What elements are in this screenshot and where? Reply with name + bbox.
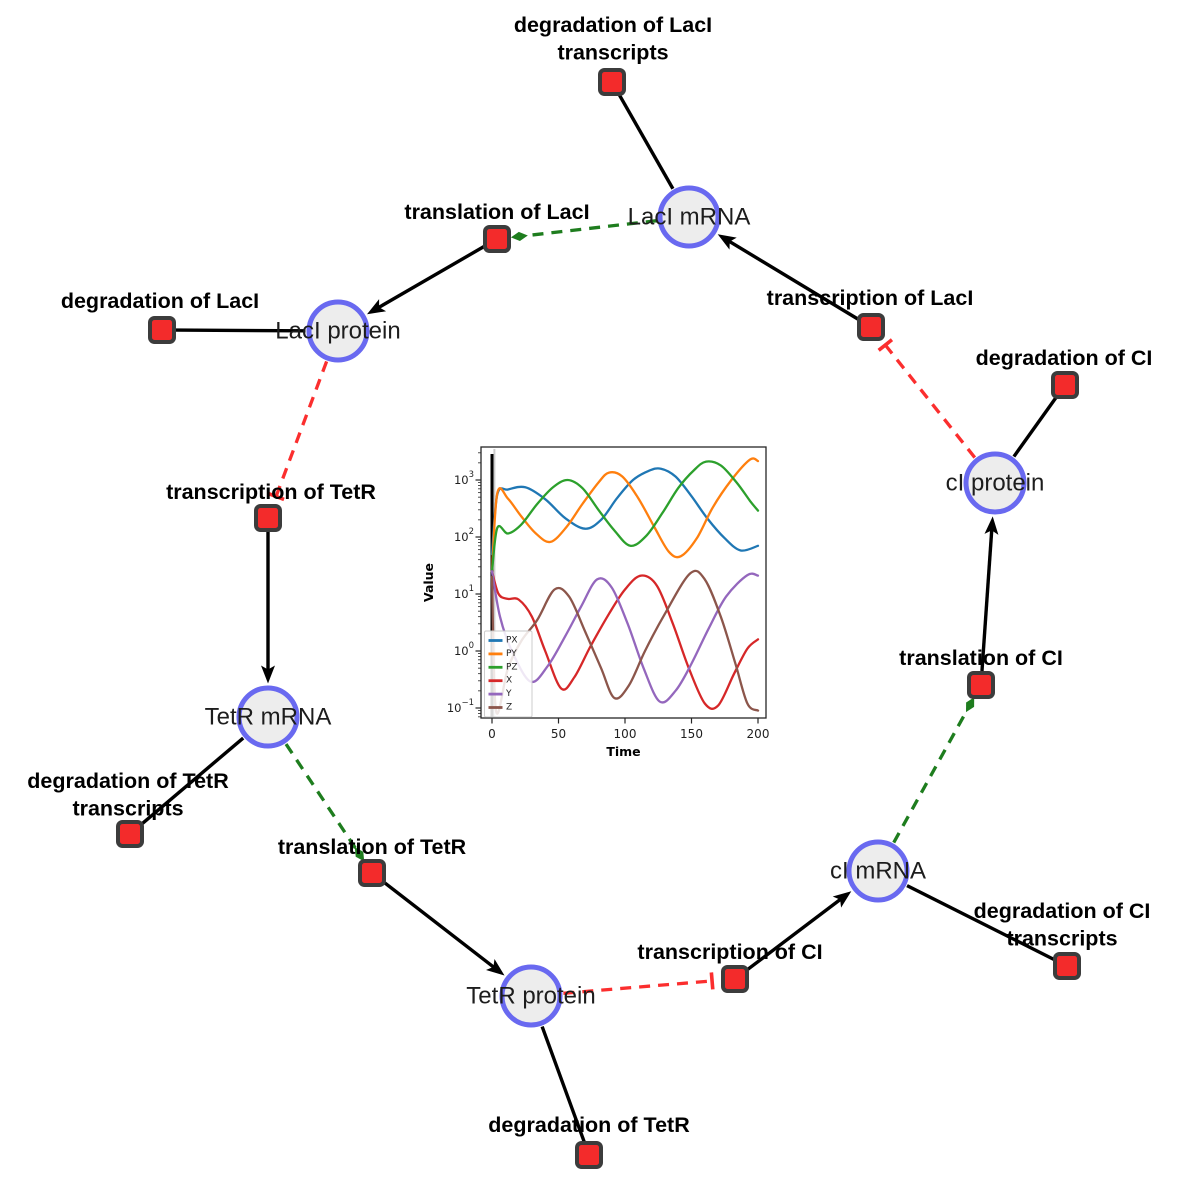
modifier-diamond-icon [510, 231, 528, 241]
legend-label-PY: PY [506, 649, 517, 659]
reaction-label-deg-laci-tx: degradation of LacI transcripts [514, 13, 712, 65]
modifier-diamond-icon [354, 847, 365, 862]
reaction-node-deg-laci[interactable] [148, 316, 176, 344]
edge-ci-mrna-to-transl-ci [892, 697, 975, 844]
edge-laci-mrna-to-deg-laci-tx [617, 93, 675, 190]
arrowhead-icon [367, 299, 387, 315]
species-node-laci-protein[interactable] [306, 299, 370, 363]
edge-transc-ci-to-ci-mrna [745, 891, 852, 972]
y-tick-label: 10−1 [447, 698, 474, 715]
reaction-label-deg-tetr-tx: degradation of TetR transcripts [27, 769, 229, 821]
edge-tetr-mrna-to-deg-tetr-tx [139, 736, 245, 827]
y-axis-label: Value [421, 563, 436, 602]
reaction-label-deg-ci: degradation of CI [976, 346, 1153, 370]
reaction-label-deg-tetr: degradation of TetR [488, 1113, 690, 1137]
reaction-node-transc-ci[interactable] [721, 965, 749, 993]
series-line-PX [490, 467, 760, 556]
reaction-node-transl-tetr[interactable] [358, 859, 386, 887]
nodes-layer [116, 68, 1081, 1169]
edge-tetr-protein-to-transc-ci [563, 972, 715, 995]
edge-laci-protein-to-deg-laci [175, 328, 306, 333]
labels-layer: LacI mRNA LacI protein cI protein TetR mRNA… [27, 13, 1152, 1137]
reaction-label-deg-ci-tx: degradation of CI transcripts [974, 899, 1151, 951]
arrowhead-icon [984, 516, 999, 535]
species-node-ci-protein[interactable] [963, 451, 1027, 515]
series-line-PY [490, 457, 760, 573]
species-label-laci-protein: LacI protein [275, 318, 400, 345]
edge-tetr-mrna-to-transl-tetr [284, 743, 365, 862]
legend-label-Z: Z [506, 703, 512, 713]
y-tick-label: 100 [454, 641, 474, 658]
arrowhead-icon [486, 959, 505, 976]
species-node-tetr-mrna[interactable] [236, 685, 300, 749]
reaction-label-transl-tetr: translation of TetR [278, 835, 467, 859]
inhibition-tee-icon [709, 972, 715, 990]
x-tick-label: 200 [747, 727, 770, 741]
species-label-ci-protein: cI protein [946, 470, 1045, 497]
species-node-laci-mrna[interactable] [657, 185, 721, 249]
y-tick-label: 101 [454, 584, 474, 601]
edge-laci-mrna-to-transl-laci [510, 219, 657, 241]
x-tick-label: 100 [614, 727, 637, 741]
species-label-tetr-mrna: TetR mRNA [205, 704, 332, 731]
modifier-diamond-icon [966, 697, 975, 713]
reaction-node-transl-laci[interactable] [483, 225, 511, 253]
species-label-tetr-protein: TetR protein [466, 983, 595, 1010]
edges-layer [139, 93, 1059, 1143]
species-node-tetr-protein[interactable] [499, 964, 563, 1028]
edge-transl-tetr-to-tetr-protein [382, 880, 505, 976]
arrowhead-icon [717, 234, 737, 250]
legend-label-X: X [506, 676, 512, 686]
reaction-node-deg-tetr[interactable] [575, 1141, 603, 1169]
edge-ci-protein-to-deg-ci [1012, 395, 1059, 458]
reaction-node-deg-ci[interactable] [1051, 371, 1079, 399]
reaction-node-transl-ci[interactable] [967, 671, 995, 699]
edge-ci-mrna-to-deg-ci-tx [906, 884, 1056, 962]
y-tick-label: 102 [454, 527, 474, 544]
edge-transc-laci-to-laci-mrna [717, 234, 860, 322]
species-node-ci-mrna[interactable] [846, 839, 910, 903]
reaction-label-transc-laci: transcription of LacI [767, 286, 974, 310]
x-axis-label: Time [606, 744, 640, 759]
legend-label-PZ: PZ [506, 662, 518, 672]
species-label-laci-mrna: LacI mRNA [628, 204, 751, 231]
reaction-label-transc-tetr: transcription of TetR [166, 480, 376, 504]
reaction-label-transl-ci: translation of CI [899, 646, 1063, 670]
reaction-node-deg-tetr-tx[interactable] [116, 820, 144, 848]
series-line-PZ [490, 460, 760, 573]
inhibition-tee-icon [877, 338, 894, 352]
legend-label-PX: PX [506, 636, 518, 646]
inhibition-tee-icon [267, 491, 285, 502]
reaction-node-deg-laci-tx[interactable] [598, 68, 626, 96]
edge-transl-ci-to-ci-protein [980, 516, 999, 672]
reaction-node-transc-tetr[interactable] [254, 504, 282, 532]
reaction-node-transc-laci[interactable] [857, 313, 885, 341]
reaction-label-transl-laci: translation of LacI [404, 200, 589, 224]
edge-transl-laci-to-laci-protein [367, 244, 486, 315]
plot-legend: PX PY PZ XYZ [484, 630, 533, 718]
reaction-label-deg-laci: degradation of LacI [61, 289, 259, 313]
legend-label-Y: Y [505, 689, 512, 699]
x-tick-label: 150 [680, 727, 703, 741]
reaction-label-transc-ci: transcription of CI [637, 940, 822, 964]
edge-transc-tetr-to-tetr-mrna [261, 532, 275, 684]
reaction-node-deg-ci-tx[interactable] [1053, 952, 1081, 980]
x-tick-label: 0 [488, 727, 496, 741]
species-label-ci-mrna: cI mRNA [830, 858, 926, 885]
edge-ci-protein-to-transc-laci [877, 338, 977, 459]
x-tick-label: 50 [551, 727, 566, 741]
arrowhead-icon [261, 665, 275, 684]
arrowhead-icon [832, 891, 852, 908]
y-tick-label: 103 [454, 470, 474, 487]
edge-tetr-protein-to-deg-tetr [540, 1025, 586, 1143]
edge-laci-protein-to-transc-tetr [267, 360, 329, 502]
